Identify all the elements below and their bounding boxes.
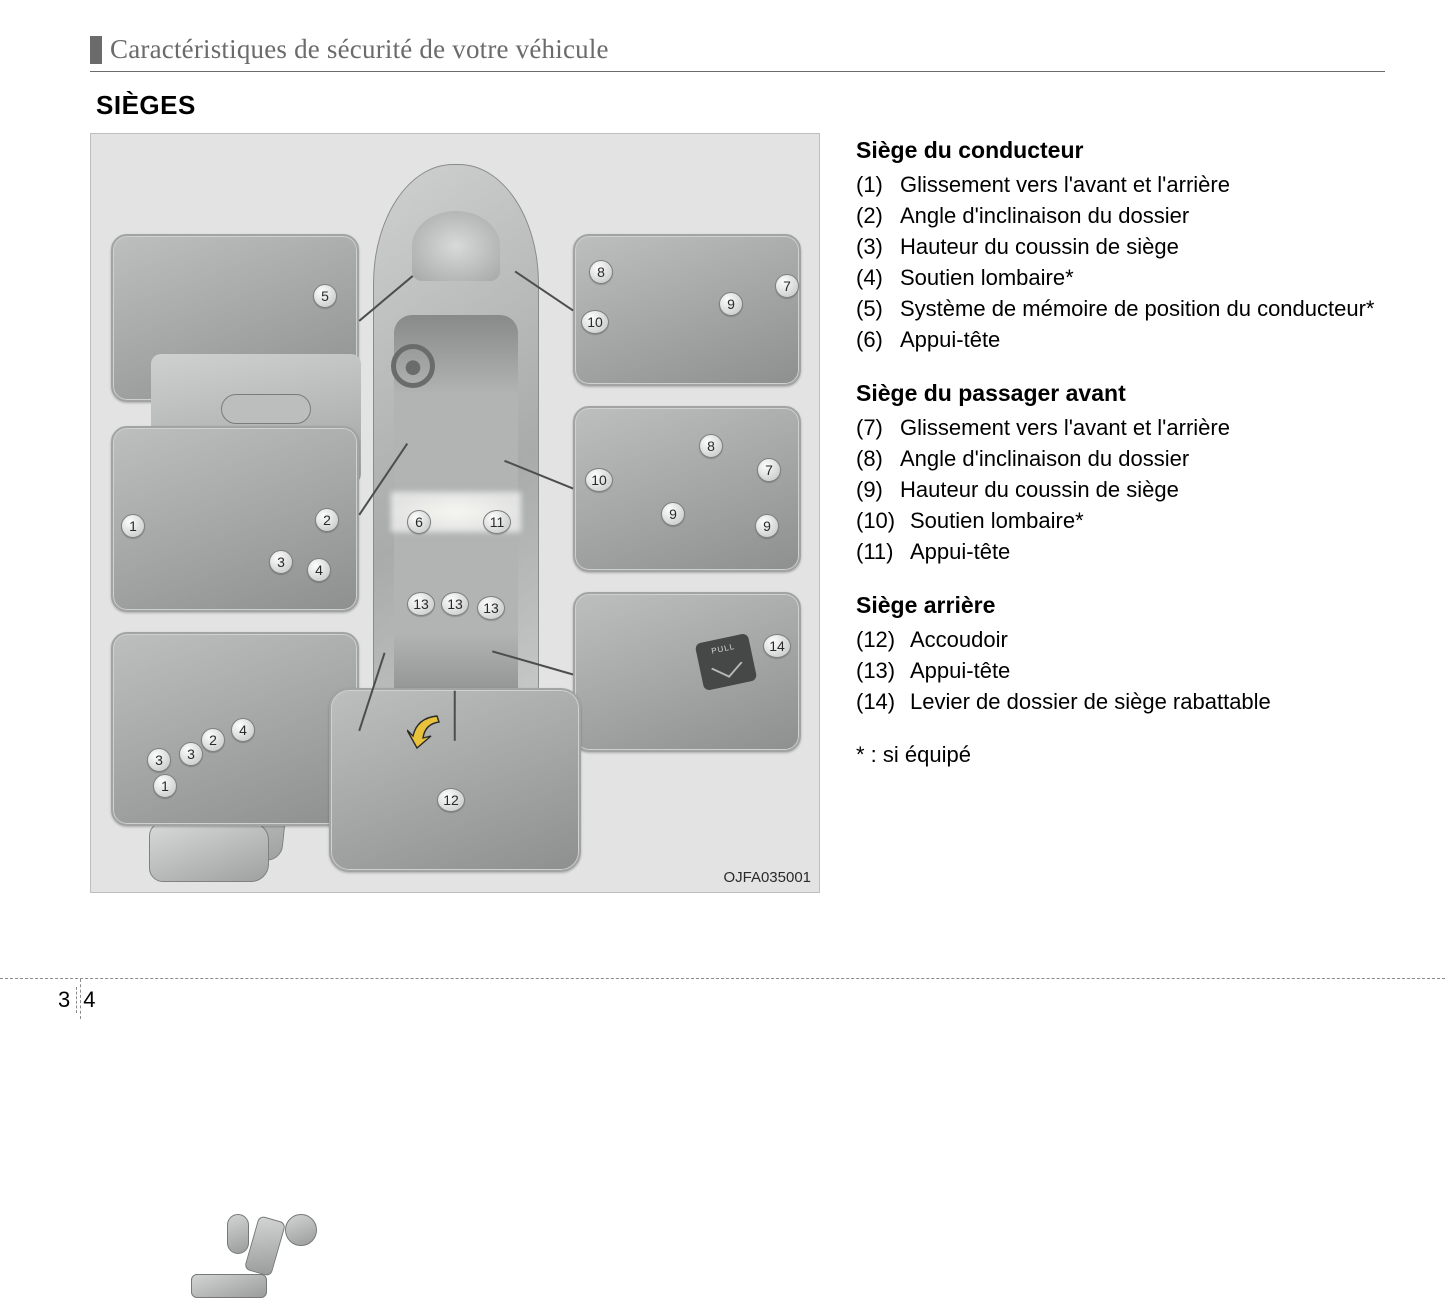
steering-wheel-icon [391,344,435,388]
legend-item: (14)Levier de dossier de siège rabattabl… [856,687,1385,716]
legend-item: (12)Accoudoir [856,625,1385,654]
figure-code: OJFA035001 [723,869,811,886]
callout-9: 9 [661,502,685,526]
legend-item-text: Glissement vers l'avant et l'arrière [900,170,1385,199]
legend-item-number: (6) [856,325,900,354]
legend-group-list: (12)Accoudoir(13)Appui-tête(14)Levier de… [856,625,1385,716]
legend-item: (10)Soutien lombaire* [856,506,1385,535]
callout-13: 13 [407,592,435,616]
legend-group-title: Siège arrière [856,592,1385,619]
callout-14: 14 [763,634,791,658]
legend-item-text: Levier de dossier de siège rabattable [910,687,1385,716]
legend-item-text: Hauteur du coussin de siège [900,232,1385,261]
legend-item: (7)Glissement vers l'avant et l'arrière [856,413,1385,442]
legend-item-number: (13) [856,656,910,685]
legend-item: (6)Appui-tête [856,325,1385,354]
car-top-view [373,164,539,774]
legend-item: (8)Angle d'inclinaison du dossier [856,444,1385,473]
legend-item-number: (12) [856,625,910,654]
page-number-separator [76,987,77,1013]
legend-item: (5)Système de mémoire de position du con… [856,294,1385,323]
legend-item-text: Accoudoir [910,625,1385,654]
callout-7: 7 [775,274,799,298]
legend-item-text: Système de mémoire de position du conduc… [900,294,1385,323]
callout-11: 11 [483,510,511,534]
fold-arrow-icon [407,710,447,750]
callout-3: 3 [147,748,171,772]
inset-rear-release [573,592,801,752]
callout-6: 6 [407,510,431,534]
legend-column: Siège du conducteur(1)Glissement vers l'… [856,133,1385,893]
chapter-header: Caractéristiques de sécurité de votre vé… [90,34,1385,65]
power-seat-buttons [157,1162,355,1308]
page-number: 3 4 [58,987,96,1013]
legend-group-title: Siège du passager avant [856,380,1385,407]
page-footer: 3 4 [0,978,1445,979]
page-number-right: 4 [83,987,95,1013]
legend-group-title: Siège du conducteur [856,137,1385,164]
legend-item-text: Appui-tête [910,537,1385,566]
callout-9: 9 [755,514,779,538]
legend-group-list: (1)Glissement vers l'avant et l'arrière(… [856,170,1385,354]
callout-10: 10 [581,310,609,334]
legend-item-text: Appui-tête [910,656,1385,685]
header-rule [90,71,1385,72]
legend-item: (2)Angle d'inclinaison du dossier [856,201,1385,230]
callout-2: 2 [315,508,339,532]
callout-13: 13 [441,592,469,616]
legend-item-text: Soutien lombaire* [900,263,1385,292]
legend-item-number: (4) [856,263,900,292]
callout-1: 1 [121,514,145,538]
legend-item-number: (5) [856,294,900,323]
callout-12: 12 [437,788,465,812]
legend-item-number: (1) [856,170,900,199]
chapter-title: Caractéristiques de sécurité de votre vé… [110,34,609,65]
seat-overview-figure: PULL 5123412334891078107991461113131312 … [90,133,820,893]
callout-4: 4 [307,558,331,582]
legend-item-number: (2) [856,201,900,230]
legend-item: (13)Appui-tête [856,656,1385,685]
legend-item: (4)Soutien lombaire* [856,263,1385,292]
legend-item: (9)Hauteur du coussin de siège [856,475,1385,504]
callout-7: 7 [757,458,781,482]
callout-4: 4 [231,718,255,742]
inset-passenger-top [573,234,801,386]
callout-9: 9 [719,292,743,316]
legend-footnote: * : si équipé [856,742,1385,768]
inset-door-memory [111,234,359,402]
callout-8: 8 [589,260,613,284]
section-title: SIÈGES [96,90,1385,121]
legend-item-text: Soutien lombaire* [910,506,1385,535]
legend-item-text: Glissement vers l'avant et l'arrière [900,413,1385,442]
callout-13: 13 [477,596,505,620]
legend-item-number: (3) [856,232,900,261]
legend-item-number: (7) [856,413,900,442]
legend-item: (11)Appui-tête [856,537,1385,566]
legend-item-text: Hauteur du coussin de siège [900,475,1385,504]
callout-1: 1 [153,774,177,798]
legend-item-number: (11) [856,537,910,566]
callout-5: 5 [313,284,337,308]
legend-item-number: (9) [856,475,900,504]
page-number-left: 3 [58,987,70,1013]
callout-8: 8 [699,434,723,458]
callout-3: 3 [269,550,293,574]
header-accent-block [90,36,102,64]
legend-item: (3)Hauteur du coussin de siège [856,232,1385,261]
legend-item-text: Angle d'inclinaison du dossier [900,201,1385,230]
legend-group-list: (7)Glissement vers l'avant et l'arrière(… [856,413,1385,566]
legend-item-text: Appui-tête [900,325,1385,354]
legend-item-number: (10) [856,506,910,535]
door-handle-icon [221,394,311,424]
legend-item: (1)Glissement vers l'avant et l'arrière [856,170,1385,199]
callout-2: 2 [201,728,225,752]
legend-item-number: (8) [856,444,900,473]
leader-line [454,691,456,741]
callout-3: 3 [179,742,203,766]
legend-item-number: (14) [856,687,910,716]
legend-item-text: Angle d'inclinaison du dossier [900,444,1385,473]
footer-vertical-dash [80,979,81,1019]
callout-10: 10 [585,468,613,492]
